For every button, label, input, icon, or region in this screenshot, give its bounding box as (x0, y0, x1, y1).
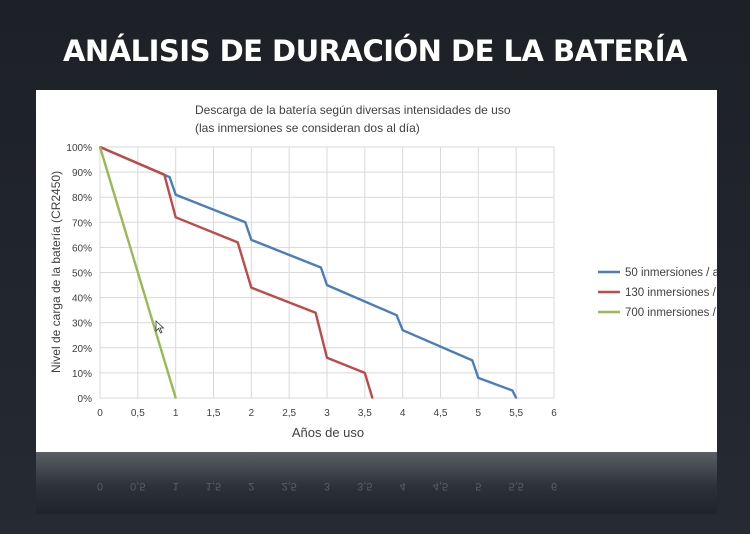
chart-panel: Descarga de la batería según diversas in… (36, 90, 738, 452)
battery-discharge-chart: Descarga de la batería según diversas in… (49, 103, 738, 440)
x-tick-label: 5,5 (509, 408, 523, 419)
chart-grid (99, 146, 555, 399)
chart-legend: 50 inmersiones / año 130 inmersiones / añ… (598, 267, 738, 319)
x-tick-label: 4,5 (434, 408, 448, 419)
x-tick-label: 5 (476, 408, 482, 419)
chart-subtitle: (las inmersiones se consideran dos al dí… (195, 121, 420, 135)
y-tick-label: 20% (72, 344, 92, 355)
series-2-point (174, 397, 177, 399)
series-1-point (371, 397, 374, 399)
series-1-point (236, 241, 239, 244)
y-axis-label: Nivel de carga de la batería (CR2450) (49, 171, 63, 373)
series-0-point (471, 359, 474, 362)
legend-label-2: 700 inmersiones / año (625, 307, 717, 319)
series-0-point (401, 329, 404, 332)
slide-title: ANÁLISIS DE DURACIÓN DE LA BATERÍA (62, 34, 688, 68)
series-0-point (244, 221, 247, 224)
reflection-tick-label: 3 (323, 480, 331, 492)
legend-label-0: 50 inmersiones / año (625, 267, 717, 279)
x-tick-label: 6 (551, 408, 557, 419)
series-2-point (99, 146, 101, 148)
x-tick-label: 0,5 (131, 408, 145, 419)
series-0-point (395, 314, 398, 317)
series-1-point (314, 311, 317, 314)
y-tick-label: 80% (72, 193, 92, 204)
reflection-tick-labels: 0 0,5 1 1,5 2 2,5 3 3,5 4 4,5 5 5,5 6 (36, 480, 717, 500)
reflection-tick-label: 2,5 (281, 480, 297, 492)
series-0-point (174, 193, 177, 196)
legend-label-1: 130 inmersiones / año (625, 287, 717, 299)
chart-series (98, 145, 518, 399)
x-tick-label: 3,5 (358, 408, 372, 419)
series-1-point (163, 173, 166, 176)
slide-reflection: 0 0,5 1 1,5 2 2,5 3 3,5 4 4,5 5 5,5 6 (36, 452, 717, 514)
reflection-tick-label: 0 (96, 480, 104, 492)
series-0-point (511, 389, 514, 392)
reflection-tick-label: 5 (475, 480, 482, 492)
y-tick-label: 30% (72, 319, 92, 330)
chart-axes: 0 0,5 1 1,5 2 2,5 3 3,5 4 4,5 5 5,5 60%10%20%30%40%5… (66, 143, 557, 419)
series-1-point (326, 356, 328, 359)
series-0-point (250, 238, 253, 241)
y-tick-label: 100% (66, 143, 92, 154)
y-tick-label: 40% (72, 294, 92, 305)
series-0-point (515, 397, 518, 399)
x-tick-label: 3 (324, 408, 330, 419)
chart-title: Descarga de la batería según diversas in… (195, 103, 511, 117)
y-tick-label: 70% (72, 218, 92, 229)
reflection-tick-label: 3,5 (357, 480, 373, 492)
mouse-cursor-icon (155, 320, 165, 334)
x-axis-label: Años de uso (292, 425, 364, 440)
series-1-point (250, 286, 253, 289)
series-line-2 (98, 146, 177, 399)
series-0-point (477, 377, 480, 379)
reflection-tick-label: 4,5 (432, 480, 449, 492)
y-tick-label: 50% (72, 269, 92, 280)
y-tick-label: 90% (72, 168, 92, 179)
x-tick-label: 1,5 (207, 408, 221, 419)
reflection-tick-label: 0,5 (130, 480, 146, 492)
series-0-point (168, 176, 171, 179)
y-tick-label: 10% (72, 369, 92, 380)
reflection-tick-label: 1 (172, 480, 179, 492)
x-tick-label: 0 (97, 408, 103, 419)
y-tick-label: 0% (78, 394, 93, 405)
x-tick-label: 1 (173, 408, 179, 419)
series-1-point (174, 216, 177, 219)
series-0-point (320, 266, 322, 269)
x-tick-label: 2,5 (282, 408, 296, 419)
reflection-tick-label: 4 (399, 480, 406, 492)
reflection-tick-label: 5,5 (508, 480, 524, 492)
y-tick-label: 60% (72, 243, 92, 254)
x-tick-label: 2 (249, 408, 255, 419)
series-0-point (326, 284, 328, 286)
reflection-tick-label: 2 (248, 480, 255, 492)
series-1-point (363, 372, 366, 374)
x-tick-label: 4 (400, 408, 406, 419)
reflection-tick-label: 1,5 (205, 480, 222, 492)
reflection-tick-label: 6 (550, 480, 558, 492)
